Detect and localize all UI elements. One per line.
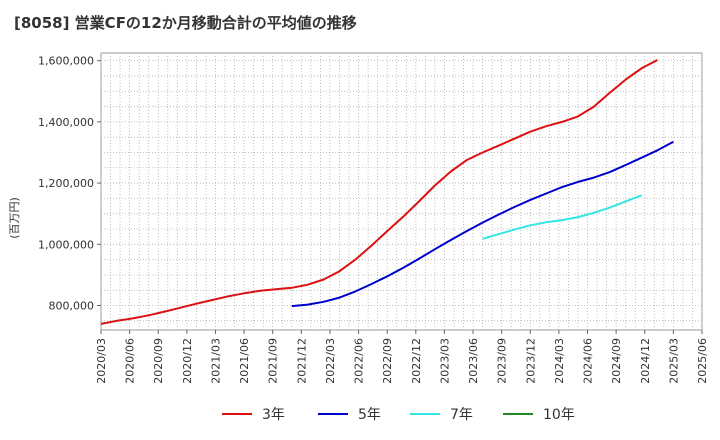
x-tick-label: 2022/03: [324, 338, 337, 384]
legend-label: 5年: [358, 407, 381, 423]
series-line-5年: [291, 140, 674, 308]
x-tick-label: 2023/12: [524, 338, 537, 384]
x-tick-label: 2020/06: [124, 338, 137, 384]
series-lines: [100, 59, 674, 325]
y-tick-label: 800,000: [49, 300, 95, 313]
legend-label: 10年: [543, 407, 575, 423]
y-axis: 800,000 1,000,000 1,200,000 1,400,000 1,600,…: [38, 55, 101, 313]
x-tick-label: 2023/09: [496, 338, 509, 384]
y-tick-label: 1,000,000: [38, 238, 94, 251]
y-tick-label: 1,400,000: [38, 116, 94, 129]
x-tick-label: 2021/06: [238, 338, 251, 384]
y-tick-label: 1,600,000: [38, 55, 94, 68]
x-tick-label: 2022/09: [381, 338, 394, 384]
x-tick-label: 2023/03: [438, 338, 451, 384]
x-tick-label: 2024/12: [639, 338, 652, 384]
x-tick-label: 2023/06: [467, 338, 480, 384]
x-tick-label: 2020/09: [152, 338, 165, 384]
x-tick-label: 2021/09: [267, 338, 280, 384]
chart-title: [8058] 営業CFの12か月移動合計の平均値の推移: [14, 14, 357, 32]
x-tick-label: 2021/12: [295, 338, 308, 384]
plot-area: [100, 52, 703, 331]
series-line-3年: [100, 59, 658, 325]
x-tick-label: 2021/03: [209, 338, 222, 384]
x-tick-label: 2020/03: [95, 338, 108, 384]
x-tick-label: 2025/06: [696, 338, 709, 384]
y-axis-label: (百万円): [8, 197, 21, 239]
legend: 3年 5年 7年 10年: [222, 407, 575, 423]
grid-lines: [100, 53, 703, 330]
x-tick-label: 2024/03: [553, 338, 566, 384]
legend-label: 3年: [262, 407, 285, 423]
y-tick-label: 1,200,000: [38, 177, 94, 190]
x-tick-label: 2024/06: [582, 338, 595, 384]
legend-label: 7年: [450, 407, 473, 423]
x-axis: 2020/03 2020/06 2020/09 2020/12 2021/03 2021/…: [95, 330, 709, 384]
x-tick-label: 2025/03: [667, 338, 680, 384]
x-tick-label: 2024/09: [610, 338, 623, 384]
series-line-7年: [482, 194, 642, 240]
x-tick-label: 2022/06: [353, 338, 366, 384]
x-tick-label: 2022/12: [410, 338, 423, 384]
x-tick-label: 2020/12: [181, 338, 194, 384]
